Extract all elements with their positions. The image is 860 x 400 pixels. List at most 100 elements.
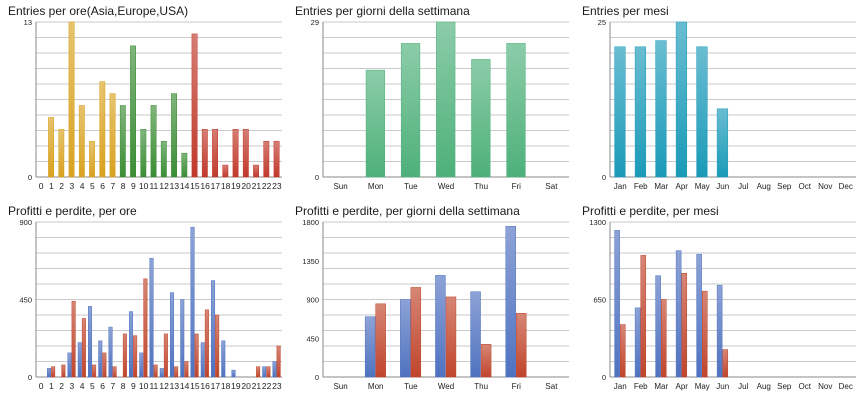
x-tick-label: 3 (70, 381, 75, 391)
x-tick-label: 12 (159, 181, 169, 191)
x-tick-label: 1 (49, 381, 54, 391)
y-tick-label: 1300 (589, 218, 606, 227)
x-tick-label: Jul (738, 182, 748, 191)
bar (58, 129, 65, 178)
bar (614, 46, 626, 178)
bar (204, 309, 209, 378)
bar (47, 368, 52, 378)
bar (180, 299, 185, 378)
x-tick-label: Mar (654, 182, 668, 191)
bar (143, 278, 148, 378)
bar (655, 275, 661, 378)
x-tick-label: Tue (404, 382, 418, 391)
x-tick-label: 6 (100, 381, 105, 391)
x-tick-label: 23 (272, 381, 282, 391)
bar (99, 81, 106, 178)
bar (130, 45, 136, 178)
y-tick-label: 1800 (302, 218, 319, 227)
x-tick-label: Aug (757, 382, 771, 391)
bar (365, 69, 386, 178)
bar (232, 129, 239, 178)
bar (445, 296, 457, 378)
x-tick-label: 19 (231, 181, 241, 191)
x-tick-label: Sat (545, 382, 558, 391)
x-tick-label: 15 (190, 181, 200, 191)
x-tick-label: 13 (170, 181, 180, 191)
bar (98, 340, 103, 378)
bar (470, 291, 481, 378)
bar (505, 226, 516, 378)
bar (159, 368, 164, 378)
bar (242, 129, 249, 178)
bar (163, 333, 168, 378)
x-tick-label: 16 (200, 381, 210, 391)
x-tick-label: 12 (159, 381, 169, 391)
bar (506, 43, 526, 178)
y-tick-label: 0 (602, 173, 606, 182)
x-tick-label: 11 (149, 381, 158, 391)
x-tick-label: 14 (180, 181, 190, 191)
y-tick-label: 0 (602, 373, 606, 382)
bar (61, 364, 66, 378)
x-tick-label: Sat (545, 182, 558, 191)
bar (410, 287, 422, 378)
x-tick-label: Aug (757, 182, 771, 191)
x-tick-label: 17 (211, 181, 221, 191)
bar (174, 366, 179, 378)
bar (122, 333, 127, 378)
x-tick-label: 2 (59, 381, 64, 391)
x-tick-label: 0 (39, 181, 44, 191)
bar (702, 290, 708, 378)
bar (272, 361, 277, 378)
x-tick-label: Fri (512, 182, 522, 191)
x-tick-label: Oct (799, 382, 812, 391)
bar (170, 292, 175, 378)
bar (160, 140, 167, 178)
bar (78, 105, 85, 178)
bar (77, 342, 82, 378)
x-tick-label: Jan (614, 182, 627, 191)
bar (634, 307, 641, 378)
x-tick-label: Fri (512, 382, 522, 391)
chart-title: Profitti e perdite, per giorni della set… (295, 204, 520, 218)
x-tick-label: Wed (438, 182, 454, 191)
bar (112, 366, 117, 378)
x-tick-label: Thu (474, 382, 488, 391)
y-tick-label: 0 (315, 373, 319, 382)
x-tick-label: 22 (262, 181, 272, 191)
bar (375, 303, 386, 378)
bar (153, 364, 158, 378)
x-tick-label: Thu (474, 182, 488, 191)
bar (640, 255, 647, 378)
bar (67, 352, 72, 378)
x-tick-label: 14 (180, 381, 190, 391)
x-tick-label: 7 (111, 381, 116, 391)
bar (256, 366, 261, 378)
bar (129, 311, 134, 378)
bar (68, 21, 75, 178)
bar (675, 250, 682, 378)
bar (215, 314, 220, 378)
x-tick-label: 3 (70, 181, 75, 191)
x-tick-label: Dec (839, 182, 853, 191)
x-tick-label: May (695, 382, 710, 391)
bar (263, 140, 270, 178)
bar (435, 275, 446, 378)
x-tick-label: 20 (241, 381, 251, 391)
bar (201, 129, 208, 178)
bar (200, 342, 205, 378)
bar (253, 164, 259, 178)
x-tick-label: 20 (241, 181, 251, 191)
x-tick-label: 21 (252, 381, 262, 391)
x-tick-label: 18 (221, 181, 231, 191)
y-tick-label: 13 (24, 18, 32, 27)
y-tick-label: 0 (315, 173, 319, 182)
y-tick-label: 900 (19, 218, 32, 227)
x-tick-label: 2 (59, 181, 64, 191)
bar (211, 280, 216, 378)
x-tick-label: 0 (39, 381, 44, 391)
x-tick-label: Jun (716, 382, 729, 391)
bar (171, 93, 177, 178)
x-tick-label: 10 (139, 381, 149, 391)
x-tick-label: 1 (49, 181, 54, 191)
